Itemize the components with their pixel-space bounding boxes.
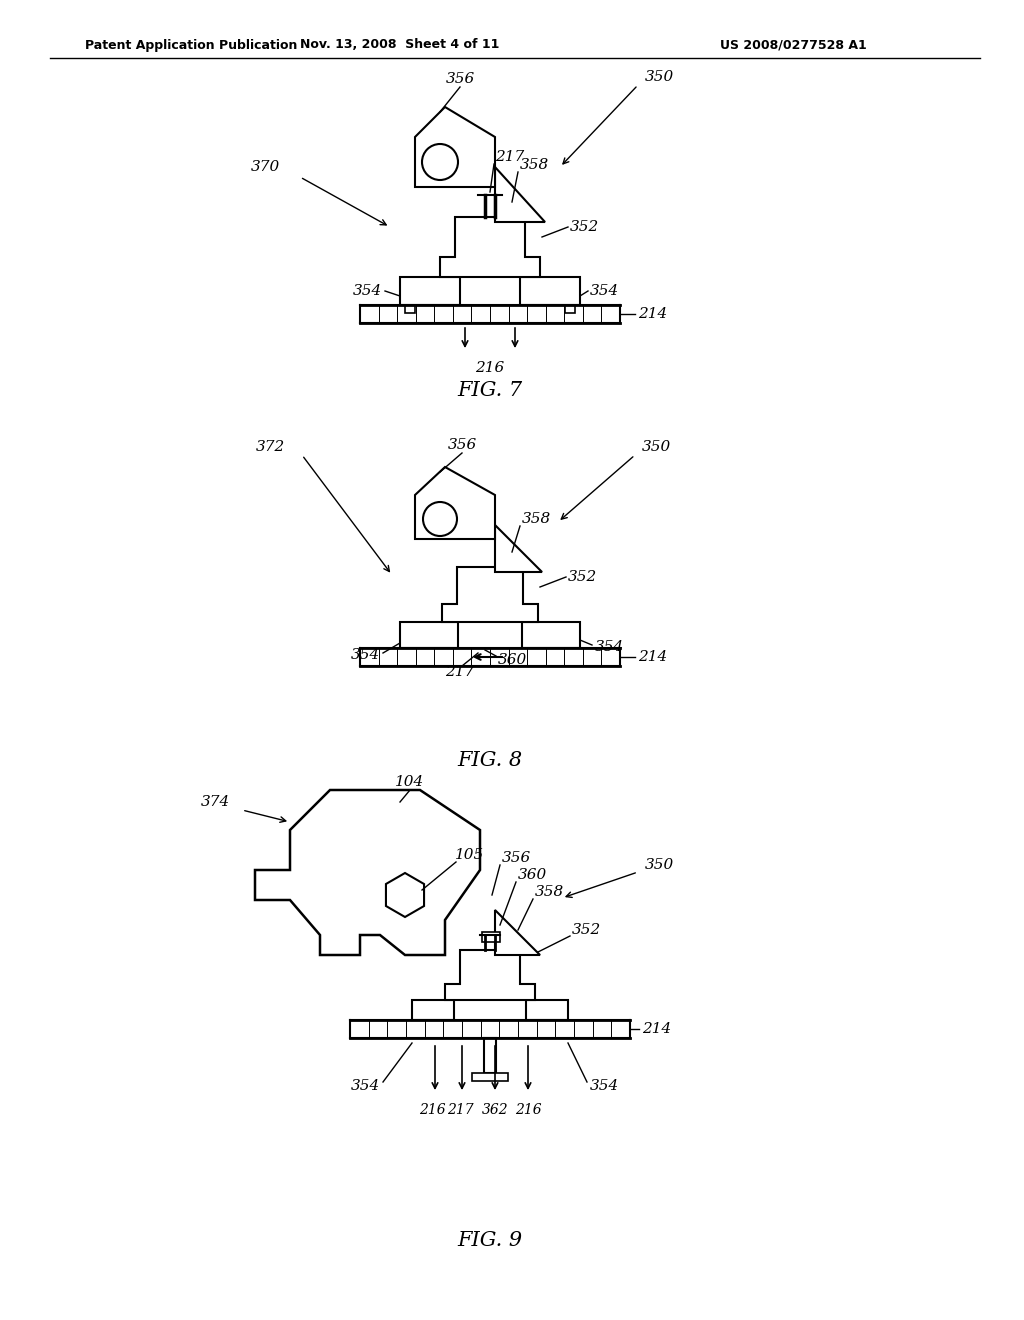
Text: 360: 360 [518, 869, 547, 882]
Text: 217: 217 [495, 150, 524, 164]
Text: 217: 217 [445, 665, 475, 678]
Text: 216: 216 [515, 1104, 542, 1117]
Text: Nov. 13, 2008  Sheet 4 of 11: Nov. 13, 2008 Sheet 4 of 11 [300, 38, 500, 51]
Text: 354: 354 [590, 1078, 620, 1093]
Text: 354: 354 [351, 1078, 380, 1093]
Text: 350: 350 [645, 858, 674, 873]
Text: 354: 354 [595, 640, 625, 653]
Text: 350: 350 [642, 440, 672, 454]
Text: 105: 105 [455, 847, 484, 862]
Circle shape [422, 144, 458, 180]
Text: FIG. 9: FIG. 9 [458, 1230, 522, 1250]
Text: 358: 358 [522, 512, 551, 525]
Polygon shape [442, 568, 538, 622]
Text: 354: 354 [351, 648, 380, 663]
Text: 356: 356 [445, 73, 475, 86]
Text: FIG. 8: FIG. 8 [458, 751, 522, 770]
Text: 370: 370 [251, 160, 280, 174]
Text: 352: 352 [568, 570, 597, 583]
Text: US 2008/0277528 A1: US 2008/0277528 A1 [720, 38, 866, 51]
Text: 372: 372 [256, 440, 285, 454]
Bar [484, 1038, 496, 1073]
Polygon shape [415, 107, 495, 187]
Text: 217: 217 [446, 1104, 473, 1117]
Bar [482, 932, 500, 942]
Bar [522, 622, 580, 648]
Text: 216: 216 [419, 1104, 445, 1117]
Text: 352: 352 [572, 923, 601, 937]
Polygon shape [386, 873, 424, 917]
Polygon shape [440, 216, 540, 277]
Bar [412, 1001, 454, 1020]
Text: 356: 356 [502, 851, 531, 865]
Text: 358: 358 [535, 884, 564, 899]
Polygon shape [495, 525, 542, 572]
Text: Patent Application Publication: Patent Application Publication [85, 38, 297, 51]
Text: 354: 354 [590, 284, 620, 298]
Bar [406, 305, 415, 313]
Polygon shape [445, 950, 535, 1001]
Text: 214: 214 [642, 1022, 672, 1036]
Text: 214: 214 [638, 649, 668, 664]
Polygon shape [415, 467, 495, 539]
Bar [472, 1073, 508, 1081]
Bar [520, 277, 580, 305]
Text: 358: 358 [520, 158, 549, 172]
Text: 374: 374 [201, 795, 230, 809]
Text: 354: 354 [352, 284, 382, 298]
Polygon shape [495, 909, 540, 954]
Circle shape [423, 502, 457, 536]
Text: 360: 360 [498, 653, 527, 667]
Bar [565, 305, 575, 313]
Text: 356: 356 [447, 438, 476, 451]
Text: 352: 352 [570, 220, 599, 234]
Bar [400, 277, 460, 305]
Text: 216: 216 [475, 360, 505, 375]
Text: 104: 104 [395, 775, 425, 789]
Polygon shape [255, 789, 480, 954]
Text: 350: 350 [645, 70, 674, 84]
Text: 362: 362 [481, 1104, 508, 1117]
Bar [526, 1001, 568, 1020]
Polygon shape [495, 168, 545, 222]
Text: 214: 214 [638, 308, 668, 321]
Bar [400, 622, 458, 648]
Text: FIG. 7: FIG. 7 [458, 380, 522, 400]
